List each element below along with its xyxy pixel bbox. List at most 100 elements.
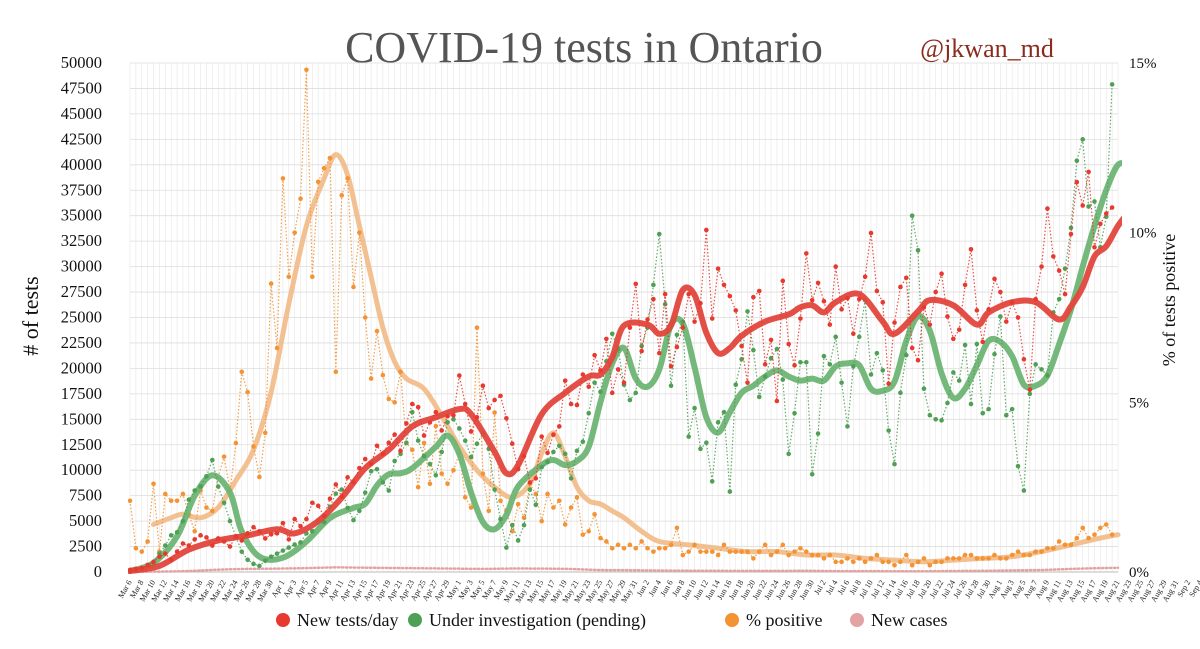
under-investigation-pending-point: [704, 440, 709, 446]
new-tests-day-point: [204, 535, 209, 540]
new-tests-day-point: [792, 363, 797, 368]
-positive-point: [898, 559, 903, 565]
-positive-point: [886, 559, 891, 565]
-positive-point: [362, 315, 368, 320]
new-tests-day-point: [1021, 356, 1027, 362]
under-investigation-pending-point: [821, 353, 827, 359]
under-investigation-pending-point: [174, 529, 180, 535]
-positive-point: [1086, 535, 1091, 541]
under-investigation-pending-point: [709, 479, 715, 484]
-positive-point: [868, 556, 874, 561]
new-tests-day-point: [327, 496, 333, 502]
under-investigation-pending-point: [498, 516, 503, 522]
y-tick-label: 30000: [61, 257, 102, 276]
new-tests-day-point: [298, 523, 303, 529]
new-tests-day-point: [586, 384, 592, 390]
new-tests-day-point: [221, 539, 227, 544]
new-tests-day-point: [798, 316, 803, 321]
new-tests-day-point: [721, 282, 727, 288]
new-tests-day-point: [480, 383, 486, 389]
under-investigation-pending-point: [1109, 82, 1115, 87]
-positive-point: [621, 545, 627, 551]
under-investigation-pending-point: [421, 453, 427, 459]
under-investigation-pending-point: [974, 341, 980, 347]
new-tests-day-point: [1103, 211, 1109, 216]
new-tests-day-point: [609, 390, 615, 396]
new-tests-day-point: [656, 350, 662, 356]
new-tests-day-point: [674, 344, 680, 350]
under-investigation-pending-point: [515, 538, 521, 543]
new-tests-day-point: [815, 280, 821, 286]
under-investigation-pending-point: [598, 389, 603, 395]
under-investigation-pending-point: [839, 380, 844, 385]
legend-item: % positive: [725, 610, 823, 630]
under-investigation-pending-point: [992, 351, 997, 357]
-positive-point: [986, 556, 991, 561]
new-tests-day-point: [804, 251, 809, 256]
under-investigation-pending-point: [415, 438, 421, 443]
-positive-point: [927, 562, 933, 568]
under-investigation-pending-point: [939, 418, 944, 423]
y2-axis-ticks: 0% 5% 10% 15%: [1129, 56, 1157, 581]
under-investigation-pending-point: [780, 377, 786, 382]
-positive-point: [774, 549, 780, 554]
under-investigation-pending-point: [903, 352, 909, 358]
under-investigation-pending-point: [980, 410, 986, 416]
y-tick-label: 35000: [61, 206, 102, 225]
new-tests-day-point: [451, 412, 456, 418]
under-investigation-pending-point: [698, 446, 703, 452]
under-investigation-pending-point: [662, 301, 668, 307]
new-tests-day-point: [768, 337, 774, 343]
-positive-point: [762, 542, 768, 548]
new-tests-day-point: [1098, 221, 1103, 227]
-positive-point: [1074, 535, 1080, 541]
new-tests-day-point: [215, 536, 221, 541]
-positive-point: [545, 491, 550, 497]
new-tests-day-point: [380, 451, 386, 457]
under-investigation-pending-point: [339, 487, 345, 492]
-positive-point: [833, 559, 839, 565]
legend: New tests/day Under investigation (pendin…: [276, 610, 947, 631]
-positive-point: [128, 498, 133, 504]
-positive-point: [468, 505, 474, 510]
new-tests-day-point: [968, 246, 974, 252]
under-investigation-pending-point: [345, 505, 350, 511]
-positive-point: [292, 230, 297, 235]
under-investigation-pending-point: [221, 500, 227, 506]
under-investigation-pending-point: [551, 449, 556, 455]
-positive-point: [1098, 525, 1103, 531]
new-tests-day-point: [621, 380, 627, 385]
-positive-point: [792, 549, 797, 554]
-positive-point: [827, 552, 833, 558]
-positive-point: [780, 542, 786, 548]
new-tests-day-point: [927, 322, 933, 327]
-positive-point: [968, 552, 974, 558]
under-investigation-pending-point: [239, 549, 245, 554]
-positive-point: [274, 345, 280, 351]
-positive-point: [562, 522, 568, 527]
-positive-point: [315, 179, 321, 185]
new-tests-day-point: [698, 300, 703, 306]
new-tests-day-point: [1003, 319, 1009, 324]
new-tests-day-point: [751, 294, 756, 300]
new-tests-day-point: [321, 513, 327, 519]
-positive-point: [862, 559, 868, 565]
under-investigation-pending-point: [457, 426, 462, 431]
new-tests-day-point: [939, 271, 944, 277]
under-investigation-pending-point: [162, 543, 168, 548]
under-investigation-pending-point: [310, 528, 315, 534]
under-investigation-pending-point: [651, 282, 656, 288]
-positive-point: [192, 528, 197, 534]
-positive-point: [1109, 532, 1115, 537]
new-tests-day-point: [292, 516, 297, 522]
-positive-point: [204, 505, 209, 510]
new-tests-day-point: [921, 305, 927, 310]
-positive-point: [686, 549, 691, 554]
under-investigation-pending-point: [351, 517, 356, 523]
new-tests-day-point: [1109, 205, 1115, 210]
-positive-point: [1068, 542, 1074, 548]
new-tests-day-point: [527, 480, 533, 485]
-positive-point: [698, 549, 703, 554]
-positive-point: [851, 559, 856, 565]
new-tests-day-point: [427, 420, 433, 425]
